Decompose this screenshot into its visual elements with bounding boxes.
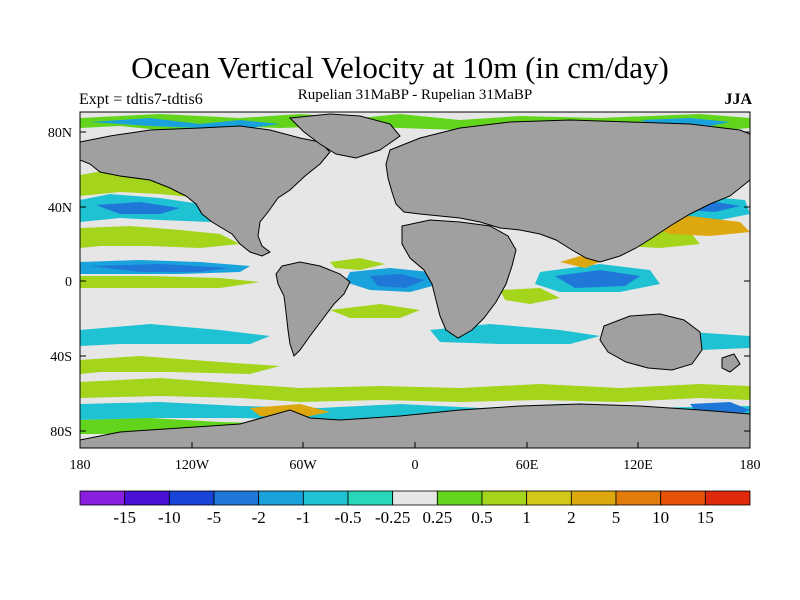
australia xyxy=(599,313,703,371)
map-panel xyxy=(80,112,750,448)
lat-label-40s: 40S xyxy=(50,350,72,365)
colorbar-swatch xyxy=(213,490,260,506)
greenland xyxy=(288,113,401,159)
colorbar-label: -2 xyxy=(252,508,266,527)
colorbar-swatch xyxy=(615,490,662,506)
colorbar-swatch xyxy=(347,490,394,506)
band-satl-positive xyxy=(330,304,420,318)
colorbar-label: -0.25 xyxy=(375,508,410,527)
lon-label-0: 0 xyxy=(412,458,419,473)
colorbar-swatch xyxy=(79,490,126,506)
lon-label-180w: 180 xyxy=(70,458,91,473)
colorbar-swatch xyxy=(660,490,706,506)
band-spac-positive xyxy=(80,356,280,374)
colorbar-swatch xyxy=(704,490,751,506)
eurasia xyxy=(385,119,750,263)
band-spac-negative xyxy=(80,324,270,346)
colorbar-swatch xyxy=(570,490,617,506)
colorbar-swatch xyxy=(258,490,304,506)
lat-label-40n: 40N xyxy=(48,201,72,216)
lat-label-0: 0 xyxy=(65,275,72,290)
colorbar-swatch xyxy=(392,490,438,506)
colorbar-label: 2 xyxy=(567,508,576,527)
map-title: Ocean Vertical Velocity at 10m (in cm/da… xyxy=(131,50,669,85)
colorbar xyxy=(79,490,751,506)
colorbar-label: -5 xyxy=(207,508,221,527)
season-label: JJA xyxy=(724,91,752,108)
band-eqpac-positive xyxy=(80,276,260,288)
band-eqatl-positive xyxy=(330,258,385,270)
band-eqatl-strong xyxy=(370,274,425,288)
band-acc-positive xyxy=(80,378,750,402)
lon-label-180e: 180 xyxy=(740,458,761,473)
comparison-label: Rupelian 31MaBP - Rupelian 31MaBP xyxy=(297,87,533,103)
latitude-axis xyxy=(80,131,750,432)
colorbar-swatch xyxy=(302,490,349,506)
colorbar-label: -15 xyxy=(113,508,136,527)
colorbar-label: 5 xyxy=(612,508,621,527)
colorbar-swatch xyxy=(436,490,483,506)
band-eqpac-strong xyxy=(90,264,230,272)
colorbar-label: 1 xyxy=(522,508,531,527)
antarctica xyxy=(80,403,750,448)
new-zealand xyxy=(721,353,741,373)
band-indian-strong xyxy=(555,270,640,288)
lon-label-60w: 60W xyxy=(289,458,317,473)
lat-label-80n: 80N xyxy=(48,126,72,141)
colorbar-label: 15 xyxy=(697,508,714,527)
colorbar-label: 10 xyxy=(652,508,669,527)
longitude-labels: 180 120W 60W 0 60E 120E 180 xyxy=(70,458,761,473)
experiment-label: Expt = tdtis7-tdtis6 xyxy=(79,91,203,108)
colorbar-label: 0.5 xyxy=(471,508,492,527)
colorbar-label: -1 xyxy=(296,508,310,527)
band-npac-sub-positive xyxy=(80,226,240,248)
colorbar-swatch xyxy=(481,490,528,506)
lat-label-80s: 80S xyxy=(50,425,72,440)
colorbar-label: -0.5 xyxy=(335,508,362,527)
africa xyxy=(401,219,517,339)
land-masses xyxy=(80,113,750,448)
colorbar-labels: -15 -10 -5 -2 -1 -0.5 -0.25 0.25 0.5 1 2 5 10 15 xyxy=(113,508,714,527)
colorbar-swatch xyxy=(526,490,572,506)
lon-label-60e: 60E xyxy=(516,458,539,473)
colorbar-label: -10 xyxy=(158,508,181,527)
latitude-labels: 80N 40N 0 40S 80S xyxy=(48,126,72,440)
colorbar-swatch xyxy=(124,490,170,506)
band-npac-strong-negative xyxy=(96,202,180,214)
colorbar-label: 0.25 xyxy=(422,508,452,527)
lon-label-120w: 120W xyxy=(175,458,210,473)
band-arctic-negative xyxy=(90,118,280,128)
colorbar-swatch xyxy=(168,490,215,506)
longitude-axis xyxy=(79,442,751,448)
north-america xyxy=(80,125,331,257)
lon-label-120e: 120E xyxy=(623,458,653,473)
band-swindian-positive xyxy=(500,288,560,304)
south-america xyxy=(275,261,351,357)
